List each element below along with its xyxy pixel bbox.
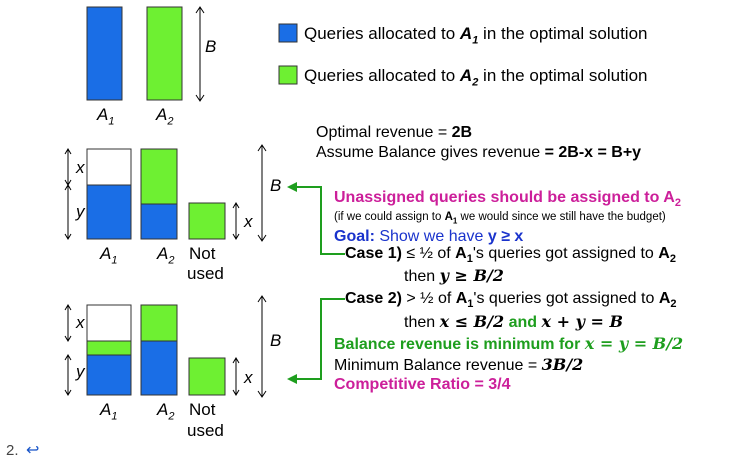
case2-line: Case 2) > ½ of A1's queries got assigned… — [345, 290, 677, 311]
case1-line: Case 1) ≤ ½ of A1's queries got assigned… — [345, 245, 676, 266]
bot-bar-a1-blue — [86, 354, 132, 396]
bot-label-not: Not — [189, 400, 216, 419]
mid-bar-a2-blue — [140, 203, 178, 240]
case1-then-line: then y ≥ B/2 — [404, 266, 504, 285]
balance-min-line: Balance revenue is minimum for x = y = B… — [334, 334, 684, 353]
top-bar-a2 — [146, 6, 183, 101]
legend-swatch-green — [278, 65, 298, 85]
mid-y-label: y — [76, 202, 85, 221]
bot-y-label: y — [76, 362, 85, 381]
top-label-a2: A2 — [156, 105, 174, 128]
mid-x-right-label: x — [244, 212, 253, 231]
bot-bar-a1-empty — [86, 304, 132, 342]
optimal-revenue-line: Optimal revenue = 2B — [316, 124, 473, 141]
bot-label-a1: A1 — [100, 400, 118, 423]
goal-line: Goal: Show we have y ≥ x — [334, 228, 524, 245]
legend-a2-text: Queries allocated to A2 in the optimal s… — [304, 66, 648, 89]
mid-label-a2: A2 — [157, 244, 175, 267]
bot-bar-notused — [188, 357, 226, 396]
case1-connector-arrow — [287, 182, 345, 255]
legend-swatch-blue — [278, 23, 298, 43]
mid-bar-notused — [188, 202, 226, 240]
mid-bar-a1-blue — [86, 184, 132, 240]
case2-then-line: then x ≤ B/2 and x + y = B — [404, 312, 623, 331]
footnote-return-link[interactable]: ↩ — [26, 440, 39, 460]
mid-label-used: used — [187, 264, 224, 283]
mid-bar-a2-green — [140, 148, 178, 205]
bot-label-used: used — [187, 421, 224, 440]
mid-label-not: Not — [189, 244, 216, 263]
bot-x-right-label: x — [244, 368, 253, 387]
case2-connector-arrow — [287, 298, 345, 384]
bot-bar-a2-blue — [140, 340, 178, 396]
unassigned-line: Unassigned queries should be assigned to… — [334, 189, 681, 210]
top-b-label: B — [205, 37, 217, 56]
mid-b-label: B — [270, 176, 282, 195]
mid-label-a1: A1 — [100, 244, 118, 267]
competitive-ratio-line: Competitive Ratio = 3/4 — [334, 376, 511, 393]
bot-bar-a1-green — [86, 340, 132, 356]
if-we-could-line: (if we could assign to A1 we would since… — [334, 211, 666, 226]
mid-x-label: x — [76, 158, 85, 177]
legend-a1-text: Queries allocated to A1 in the optimal s… — [304, 24, 648, 47]
return-arrow-icon[interactable]: ↩ — [26, 442, 40, 459]
bot-label-a2: A2 — [157, 400, 175, 423]
min-balance-line: Minimum Balance revenue = 3B/2 — [334, 355, 584, 374]
assume-balance-line: Assume Balance gives revenue = 2B-x = B+… — [316, 144, 642, 161]
top-bar-a1 — [86, 6, 123, 101]
mid-bar-a1-empty — [86, 148, 132, 186]
top-label-a1: A1 — [97, 105, 115, 128]
bot-x-label: x — [76, 313, 85, 332]
footnote-number: 2. — [6, 442, 19, 459]
bot-bar-a2-green — [140, 304, 178, 342]
bot-b-label: B — [270, 331, 282, 350]
